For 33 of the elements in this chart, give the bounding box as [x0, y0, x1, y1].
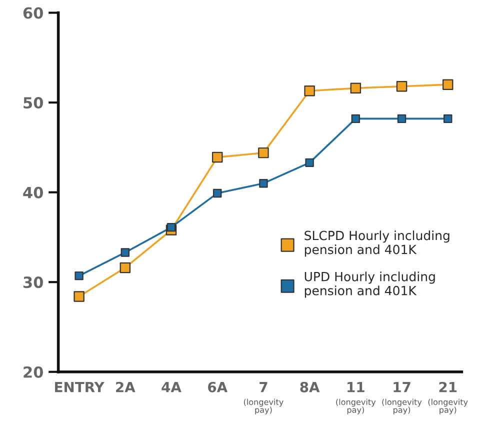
x-tick-label: 8A	[300, 382, 320, 392]
point	[213, 188, 222, 198]
y-tick-label: 60	[23, 7, 44, 19]
y-tick-label: 30	[24, 276, 44, 288]
point	[120, 248, 130, 257]
point	[442, 79, 454, 90]
x-tick-label: 4A	[162, 382, 182, 392]
x-tick-label: ENTRY	[55, 382, 104, 392]
category-label: 17 (longevity pay)	[382, 382, 422, 414]
y-tick-label: 50	[24, 96, 44, 109]
y-tick-label: 40	[23, 186, 44, 198]
point	[304, 85, 315, 96]
point	[396, 81, 408, 92]
point	[397, 114, 406, 124]
point	[350, 82, 362, 94]
point	[258, 147, 269, 158]
category-label: 11 (longevity pay)	[336, 382, 376, 414]
x-tick-label: 6A	[208, 382, 228, 392]
category-label: 21 (longevity pay)	[428, 382, 468, 414]
point	[166, 222, 176, 232]
x-tick-label: 2A	[116, 382, 136, 392]
y-tick-label: 20	[24, 366, 44, 378]
point	[259, 178, 268, 188]
point	[120, 262, 131, 274]
point	[351, 114, 360, 124]
point	[444, 114, 452, 124]
point	[74, 271, 84, 280]
point	[305, 158, 314, 168]
category-label: 7 (longevity pay)	[244, 382, 284, 414]
legend-label: UPD Hourly including pension and 401K	[304, 272, 435, 298]
point	[212, 152, 223, 163]
point	[74, 291, 84, 302]
legend-label: SLCPD Hourly including pension and 401K	[304, 230, 450, 257]
